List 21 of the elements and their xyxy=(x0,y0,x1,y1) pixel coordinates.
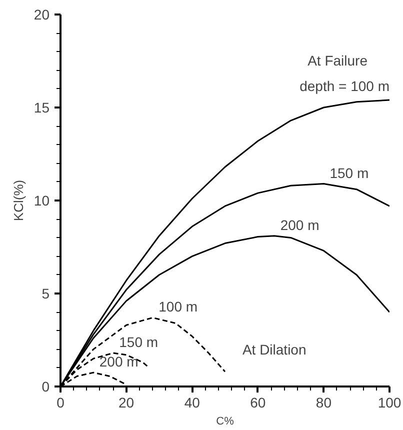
series-label: 150 m xyxy=(119,334,158,350)
x-tick-label: 40 xyxy=(184,394,200,410)
series-label: 200 m xyxy=(99,354,138,370)
x-tick-label: 0 xyxy=(56,394,65,410)
y-tick-label: 5 xyxy=(42,286,50,302)
series-label: 150 m xyxy=(330,164,369,181)
annotation: At Dilation xyxy=(242,341,306,358)
y-axis-title: KCl(%) xyxy=(10,180,26,222)
y-tick-label: 10 xyxy=(34,192,50,208)
y-tick-label: 20 xyxy=(34,6,50,22)
x-tick-label: 100 xyxy=(378,394,402,410)
x-tick-label: 20 xyxy=(118,394,134,410)
series-label: 100 m xyxy=(158,298,198,315)
x-tick-label: 80 xyxy=(316,394,332,410)
x-axis-title: C% xyxy=(216,416,234,428)
series-label: 200 m xyxy=(280,216,320,233)
annotation: At Failure xyxy=(308,52,368,68)
y-tick-label: 15 xyxy=(34,100,50,116)
y-tick-label: 0 xyxy=(42,378,50,394)
series-label: depth = 100 m xyxy=(300,78,390,94)
x-tick-label: 60 xyxy=(250,394,266,410)
